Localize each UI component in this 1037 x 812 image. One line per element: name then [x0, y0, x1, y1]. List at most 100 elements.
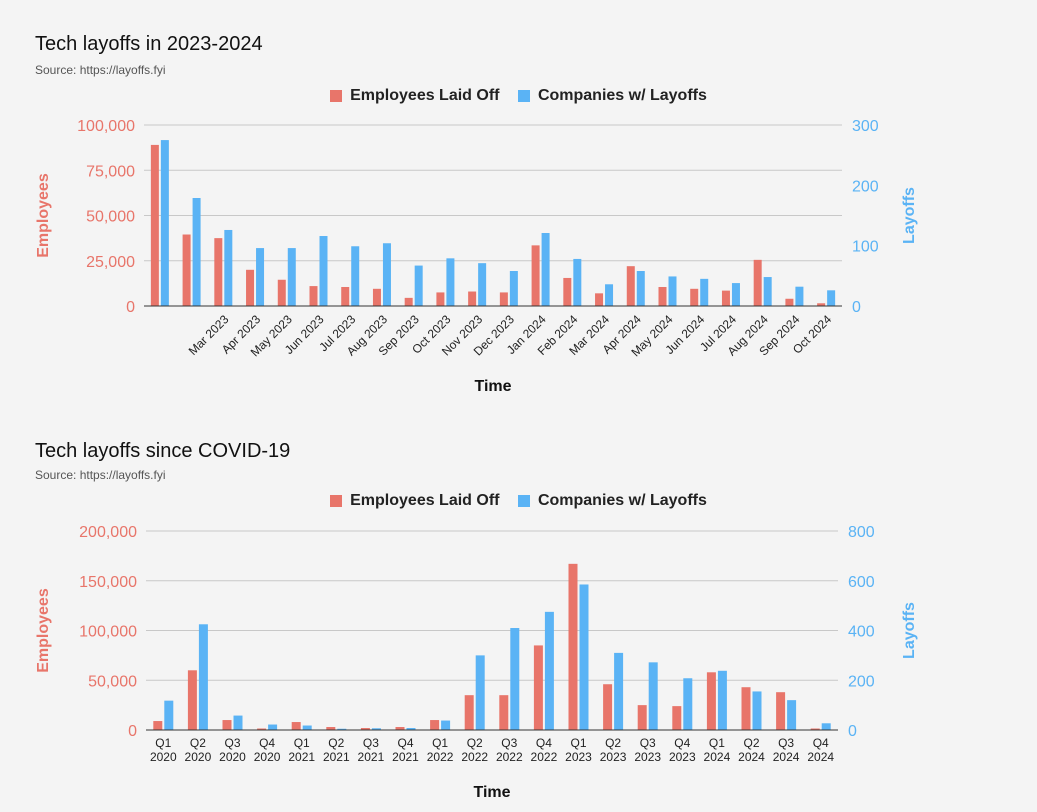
bar-companies[interactable]: [579, 584, 589, 730]
bar-employees[interactable]: [753, 259, 762, 306]
bar-employees[interactable]: [568, 563, 578, 730]
bar-employees[interactable]: [309, 286, 318, 306]
bar-companies[interactable]: [475, 655, 485, 730]
bar-companies[interactable]: [821, 723, 831, 730]
bar-employees[interactable]: [150, 144, 159, 306]
bar-companies[interactable]: [478, 263, 487, 306]
bar-companies[interactable]: [717, 670, 727, 730]
bar-employees[interactable]: [706, 672, 716, 730]
bar-employees[interactable]: [817, 303, 826, 306]
bar-companies[interactable]: [787, 700, 797, 730]
bar-companies[interactable]: [287, 248, 296, 306]
bar-companies[interactable]: [233, 715, 243, 730]
bar-employees[interactable]: [182, 234, 191, 306]
legend-item-companies[interactable]: Companies w/ Layoffs: [517, 492, 707, 510]
bar-employees[interactable]: [436, 292, 445, 306]
bar-employees[interactable]: [246, 269, 255, 306]
bar-employees[interactable]: [395, 727, 405, 730]
bar-companies[interactable]: [302, 725, 312, 730]
bar-companies[interactable]: [371, 728, 381, 730]
bar-employees[interactable]: [531, 245, 540, 306]
bar-employees[interactable]: [499, 292, 508, 306]
bar-employees[interactable]: [341, 286, 350, 306]
chart-panel-layoffs-2023-2024: Tech layoffs in 2023-2024 Source: https:…: [0, 33, 1037, 395]
bar-companies[interactable]: [164, 700, 174, 730]
y-tick-label-left: 150,000: [79, 574, 137, 591]
bar-companies[interactable]: [198, 624, 208, 730]
bar-companies[interactable]: [605, 284, 614, 306]
bar-companies[interactable]: [224, 229, 233, 306]
bar-companies[interactable]: [636, 271, 645, 306]
bar-companies[interactable]: [648, 662, 658, 730]
y-axis-title-left: Employees: [35, 173, 52, 258]
bar-employees[interactable]: [626, 266, 635, 306]
bar-employees[interactable]: [776, 692, 786, 730]
bar-employees[interactable]: [533, 645, 543, 730]
bar-employees[interactable]: [785, 298, 794, 306]
y-tick-label-left: 75,000: [86, 163, 135, 180]
bar-employees[interactable]: [721, 290, 730, 306]
bar-employees[interactable]: [277, 279, 286, 306]
bar-employees[interactable]: [637, 705, 647, 730]
legend-item-employees[interactable]: Employees Laid Off: [330, 492, 500, 510]
x-tick-label: Q3 2020: [219, 736, 246, 764]
bar-companies[interactable]: [795, 286, 804, 306]
bar-companies[interactable]: [351, 246, 360, 306]
bar-employees[interactable]: [257, 728, 267, 730]
bar-employees[interactable]: [810, 728, 820, 730]
bar-companies[interactable]: [700, 278, 709, 306]
bar-companies[interactable]: [731, 283, 740, 306]
y-tick-label-right: 200: [852, 178, 879, 195]
bar-companies[interactable]: [414, 265, 423, 306]
bar-companies[interactable]: [319, 236, 328, 306]
bar-companies[interactable]: [446, 258, 455, 306]
bar-companies[interactable]: [337, 728, 347, 730]
bar-employees[interactable]: [595, 293, 604, 306]
bar-employees[interactable]: [464, 695, 474, 730]
bar-companies[interactable]: [544, 611, 554, 730]
legend-item-companies[interactable]: Companies w/ Layoffs: [517, 87, 707, 105]
bar-companies[interactable]: [441, 720, 451, 730]
bar-companies[interactable]: [509, 271, 518, 306]
bar-companies[interactable]: [683, 678, 693, 730]
bar-companies[interactable]: [510, 628, 520, 730]
bar-employees[interactable]: [468, 291, 477, 306]
bar-employees[interactable]: [658, 286, 667, 306]
bar-companies[interactable]: [763, 277, 772, 306]
x-tick-label: Q3 2021: [358, 736, 385, 764]
bar-companies[interactable]: [614, 652, 624, 730]
bar-employees[interactable]: [690, 288, 699, 306]
bar-companies[interactable]: [256, 248, 265, 306]
bar-employees[interactable]: [187, 670, 197, 730]
bar-companies[interactable]: [752, 691, 762, 730]
bar-companies[interactable]: [827, 290, 836, 306]
bar-employees[interactable]: [741, 687, 751, 730]
chart-legend[interactable]: Employees Laid Off Companies w/ Layoffs: [0, 87, 1037, 107]
bar-employees[interactable]: [153, 721, 163, 730]
bar-employees[interactable]: [603, 684, 613, 730]
bar-companies[interactable]: [668, 276, 677, 306]
x-tick-label: Q4 2022: [531, 736, 558, 764]
y-tick-label-left: 100,000: [77, 118, 135, 135]
bar-companies[interactable]: [541, 232, 550, 306]
bar-employees[interactable]: [326, 727, 336, 730]
bar-employees[interactable]: [214, 238, 223, 306]
bar-employees[interactable]: [222, 720, 232, 730]
bar-companies[interactable]: [192, 198, 201, 306]
bar-employees[interactable]: [672, 706, 682, 730]
bar-employees[interactable]: [563, 277, 572, 306]
bar-companies[interactable]: [406, 728, 416, 730]
bar-companies[interactable]: [573, 258, 582, 306]
bar-employees[interactable]: [291, 722, 301, 730]
chart-legend[interactable]: Employees Laid Off Companies w/ Layoffs: [0, 492, 1037, 512]
bar-employees[interactable]: [404, 297, 413, 306]
bar-companies[interactable]: [268, 724, 278, 730]
legend-item-employees[interactable]: Employees Laid Off: [330, 87, 500, 105]
x-tick-label: Q2 2020: [185, 736, 212, 764]
bar-companies[interactable]: [160, 140, 169, 306]
bar-employees[interactable]: [360, 728, 370, 730]
bar-employees[interactable]: [430, 720, 440, 730]
bar-companies[interactable]: [382, 243, 391, 306]
bar-employees[interactable]: [372, 288, 381, 306]
bar-employees[interactable]: [499, 695, 509, 730]
